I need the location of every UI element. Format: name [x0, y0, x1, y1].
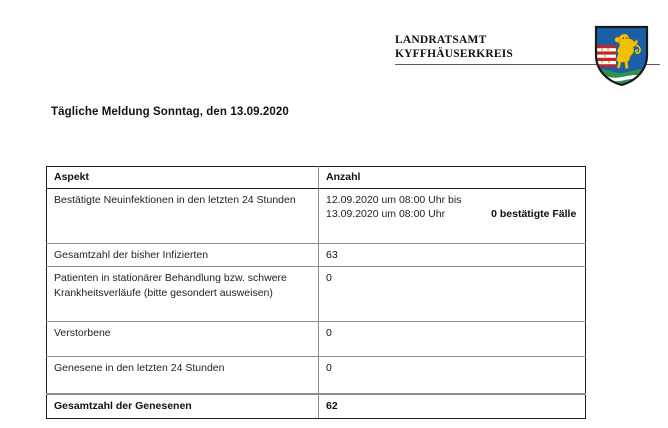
row-label-deceased: Verstorbene — [46, 321, 319, 357]
organization-line-1: LANDRATSAMT — [395, 34, 487, 46]
row-value-deceased: 0 — [318, 321, 586, 357]
table-row-total: Gesamtzahl der Genesenen 62 — [46, 393, 586, 419]
row-label-new-infections: Bestätigte Neuinfektionen in den letzten… — [46, 187, 319, 244]
table-row: Gesamtzahl der bisher Infizierten 63 — [46, 242, 586, 267]
new-infections-count: 0 — [491, 208, 497, 220]
daily-report-table: Aspekt Anzahl Bestätigte Neuinfektionen … — [46, 166, 586, 419]
row-label-hospitalized: Patienten in stationärer Behandlung bzw.… — [46, 266, 319, 322]
page-title: Tägliche Meldung Sonntag, den 13.09.2020 — [51, 106, 289, 118]
new-infections-period-start: 12.09.2020 um 08:00 Uhr bis — [326, 193, 462, 206]
organization-line-2: KYFFHÄUSERKREIS — [395, 47, 514, 60]
column-header-count: Anzahl — [318, 166, 586, 189]
column-header-aspect: Aspekt — [46, 166, 319, 189]
row-value-total-infected: 63 — [318, 242, 586, 267]
new-infections-suffix: bestätigte Fälle — [499, 208, 577, 220]
row-label-total-recovered: Gesamtzahl der Genesenen — [46, 393, 319, 419]
row-value-recovered-24h: 0 — [318, 356, 586, 395]
table-row: Genesene in den letzten 24 Stunden 0 — [46, 356, 586, 395]
table-row: Verstorbene 0 — [46, 321, 586, 357]
new-infections-period-end: 13.09.2020 um 08:00 Uhr — [326, 208, 446, 220]
organization-name: LANDRATSAMT KYFFHÄUSERKREIS — [395, 34, 513, 61]
letterhead-divider — [395, 64, 660, 65]
row-value-total-recovered: 62 — [318, 393, 586, 419]
letterhead: LANDRATSAMT KYFFHÄUSERKREIS — [395, 34, 660, 94]
row-value-hospitalized: 0 — [318, 266, 586, 322]
kyffhaeuserkreis-coat-of-arms-icon — [594, 25, 649, 87]
table-row: Patienten in stationärer Behandlung bzw.… — [46, 266, 586, 322]
row-label-recovered-24h: Genesene in den letzten 24 Stunden — [46, 356, 319, 395]
table-header-row: Aspekt Anzahl — [46, 166, 586, 189]
row-value-new-infections: 12.09.2020 um 08:00 Uhr bis 13.09.2020 u… — [318, 187, 586, 244]
table-row: Bestätigte Neuinfektionen in den letzten… — [46, 187, 586, 244]
row-label-total-infected: Gesamtzahl der bisher Infizierten — [46, 242, 319, 267]
